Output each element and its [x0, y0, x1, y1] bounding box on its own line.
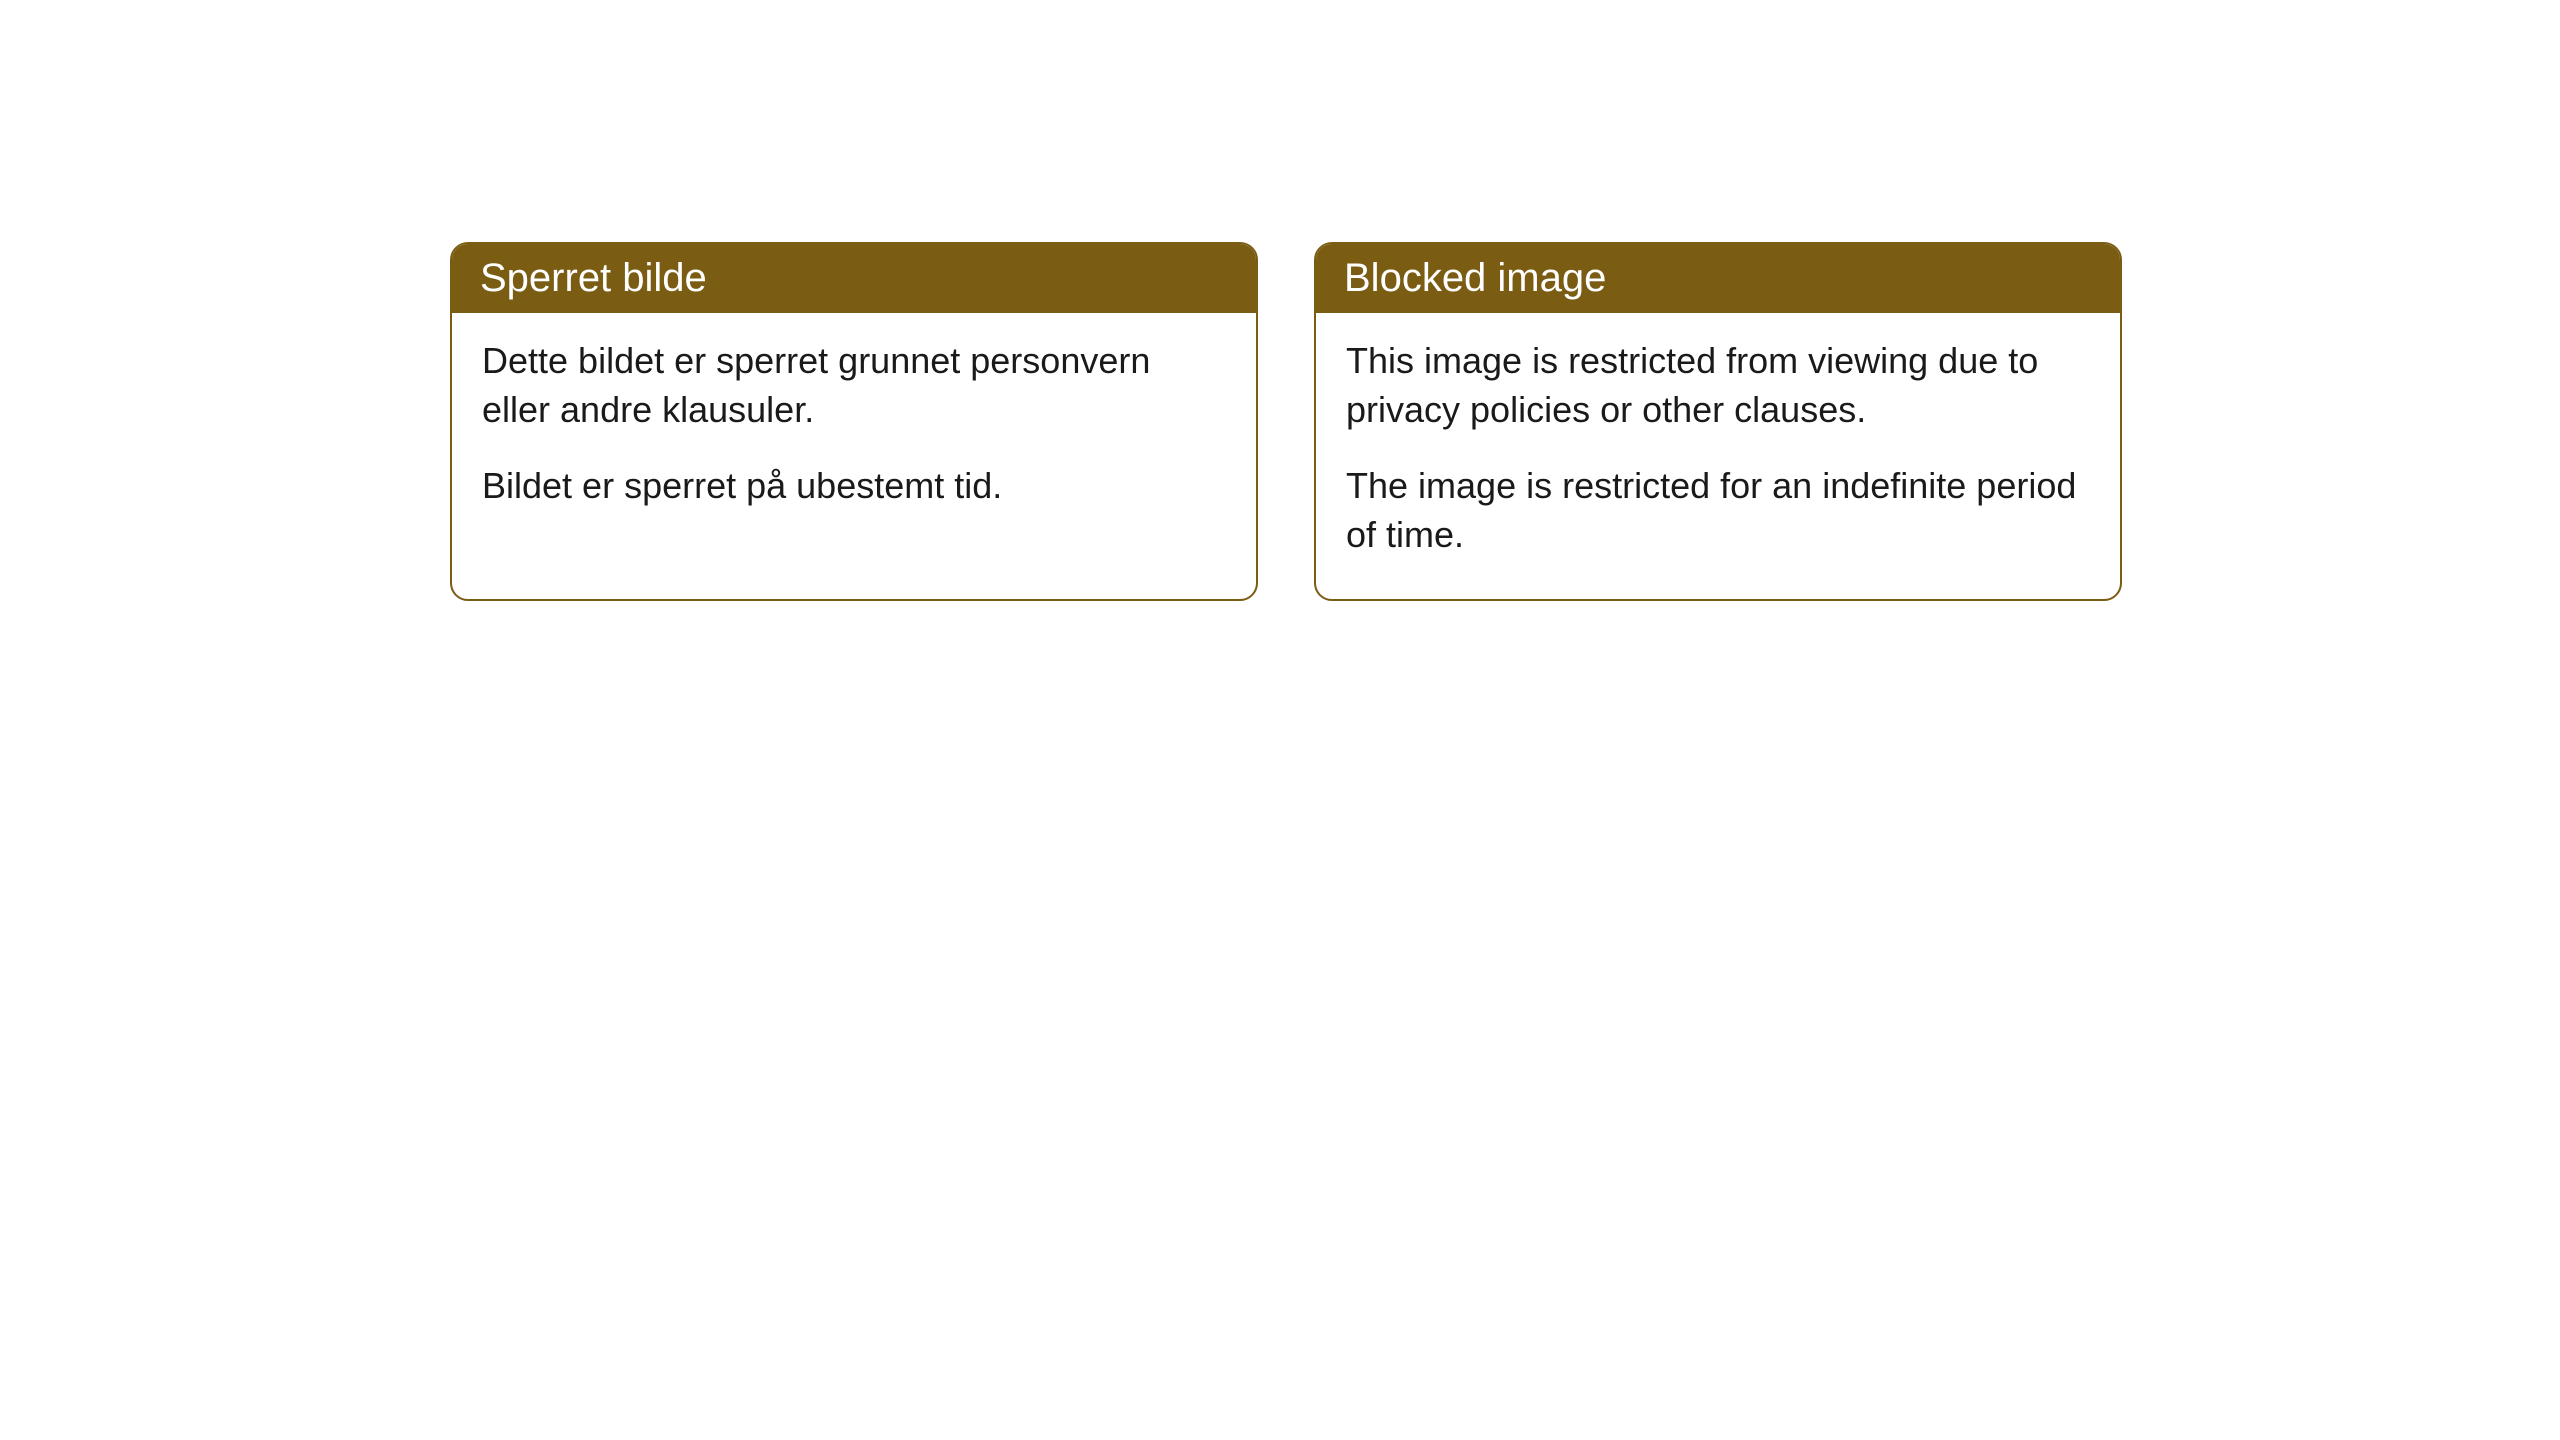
- card-title: Blocked image: [1344, 256, 1606, 300]
- card-body-english: This image is restricted from viewing du…: [1316, 313, 2120, 599]
- card-header-norwegian: Sperret bilde: [452, 244, 1256, 313]
- card-paragraph: Bildet er sperret på ubestemt tid.: [482, 462, 1226, 511]
- card-title: Sperret bilde: [480, 256, 707, 300]
- cards-container: Sperret bilde Dette bildet er sperret gr…: [450, 242, 2560, 601]
- card-header-english: Blocked image: [1316, 244, 2120, 313]
- card-paragraph: This image is restricted from viewing du…: [1346, 337, 2090, 434]
- card-norwegian: Sperret bilde Dette bildet er sperret gr…: [450, 242, 1258, 601]
- card-body-norwegian: Dette bildet er sperret grunnet personve…: [452, 313, 1256, 551]
- card-english: Blocked image This image is restricted f…: [1314, 242, 2122, 601]
- card-paragraph: The image is restricted for an indefinit…: [1346, 462, 2090, 559]
- card-paragraph: Dette bildet er sperret grunnet personve…: [482, 337, 1226, 434]
